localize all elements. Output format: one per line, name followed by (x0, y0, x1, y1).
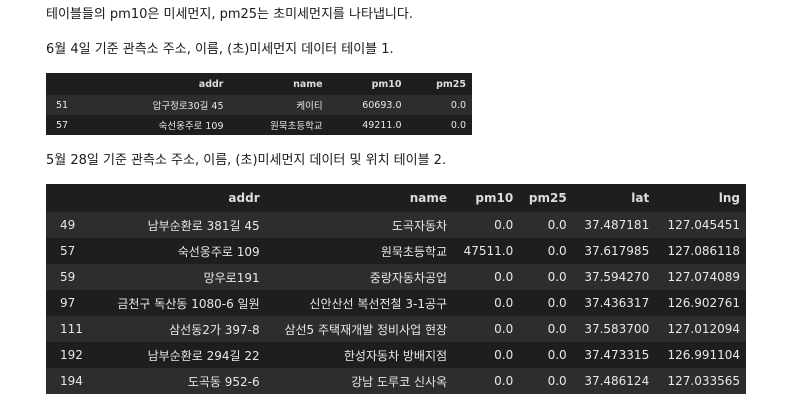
addr-cell: 금천구 독산동 1080-6 일원 (100, 290, 266, 316)
table-row: 57 숙선옹주로 109 원묵초등학교 49211.0 0.0 (46, 115, 472, 135)
table-row: 59 망우로191 중랑자동차공업 0.0 0.0 37.594270 127.… (46, 264, 746, 290)
lng-header: lng (718, 191, 740, 205)
name-header: name (409, 191, 448, 205)
pm10-header: pm10 (371, 78, 402, 90)
addr-header: addr (228, 191, 260, 205)
lat-cell: 37.617985 (572, 238, 656, 264)
pm25-header: pm25 (436, 78, 466, 90)
pm10-cell: 0.0 (453, 342, 520, 368)
index-header (46, 184, 100, 212)
name-cell: 삼선5 주택재개발 정비사업 현장 (265, 316, 454, 342)
pm10-cell: 0.0 (453, 368, 520, 394)
lng-cell: 126.991104 (655, 342, 746, 368)
addr-cell: 숙선옹주로 109 (102, 115, 230, 135)
pm25-cell: 0.0 (519, 264, 573, 290)
lng-cell: 127.012094 (655, 316, 746, 342)
lat-cell: 37.487181 (572, 212, 656, 238)
lng-cell: 127.086118 (655, 238, 746, 264)
row-index: 111 (46, 316, 100, 342)
pm25-cell: 0.0 (519, 342, 573, 368)
pm10-cell: 47511.0 (453, 238, 520, 264)
row-index: 51 (46, 95, 102, 115)
pm25-cell: 0.0 (407, 95, 472, 115)
name-header: name (293, 78, 323, 90)
table-row: 111 삼선동2가 397-8 삼선5 주택재개발 정비사업 현장 0.0 0.… (46, 316, 746, 342)
lat-cell: 37.473315 (572, 342, 656, 368)
name-cell: 원묵초등학교 (229, 115, 329, 135)
table-header-row: addr name pm10 pm25 lat lng (46, 184, 746, 212)
table-row: 194 도곡동 952-6 강남 도루코 신사옥 0.0 0.0 37.4861… (46, 368, 746, 394)
addr-cell: 남부순환로 294길 22 (100, 342, 266, 368)
pm25-cell: 0.0 (519, 238, 573, 264)
pm25-header: pm25 (528, 191, 567, 205)
lat-cell: 37.486124 (572, 368, 656, 394)
row-index: 57 (46, 238, 100, 264)
table2-caption: 5월 28일 기준 관측소 주소, 이름, (초)미세먼지 데이터 및 위치 테… (46, 153, 447, 168)
addr-cell: 숙선옹주로 109 (100, 238, 266, 264)
lat-cell: 37.583700 (572, 316, 656, 342)
table-1: addr name pm10 pm25 51 압구정로30길 45 케이티 60… (46, 73, 472, 135)
name-cell: 강남 도루코 신사옥 (265, 368, 454, 394)
name-cell: 도곡자동차 (265, 212, 454, 238)
table-row: 57 숙선옹주로 109 원묵초등학교 47511.0 0.0 37.61798… (46, 238, 746, 264)
lat-header: lat (631, 191, 650, 205)
table1-caption: 6월 4일 기준 관측소 주소, 이름, (초)미세먼지 데이터 테이블 1. (46, 42, 394, 57)
table-header-row: addr name pm10 pm25 (46, 73, 472, 95)
table-row: 51 압구정로30길 45 케이티 60693.0 0.0 (46, 95, 472, 115)
name-cell: 신안산선 복선전철 3-1공구 (265, 290, 454, 316)
intro-paragraph: 테이블들의 pm10은 미세먼지, pm25는 초미세먼지를 나타냅니다. (46, 7, 413, 22)
name-cell: 중랑자동차공업 (265, 264, 454, 290)
name-cell: 한성자동차 방배지점 (265, 342, 454, 368)
addr-cell: 도곡동 952-6 (100, 368, 266, 394)
lat-cell: 37.436317 (572, 290, 656, 316)
row-index: 192 (46, 342, 100, 368)
row-index: 97 (46, 290, 100, 316)
pm25-cell: 0.0 (519, 212, 573, 238)
addr-cell: 압구정로30길 45 (102, 95, 230, 115)
pm10-header: pm10 (475, 191, 514, 205)
table-row: 49 남부순환로 381길 45 도곡자동차 0.0 0.0 37.487181… (46, 212, 746, 238)
pm10-cell: 0.0 (453, 212, 520, 238)
pm10-cell: 0.0 (453, 316, 520, 342)
pm10-cell: 0.0 (453, 264, 520, 290)
name-cell: 원묵초등학교 (265, 238, 454, 264)
pm25-cell: 0.0 (519, 368, 573, 394)
pm25-cell: 0.0 (407, 115, 472, 135)
pm25-cell: 0.0 (519, 290, 573, 316)
pm10-cell: 0.0 (453, 290, 520, 316)
row-index: 49 (46, 212, 100, 238)
table-2: addr name pm10 pm25 lat lng 49 남부순환로 381… (46, 184, 746, 394)
addr-cell: 망우로191 (100, 264, 266, 290)
index-header (46, 73, 102, 95)
addr-cell: 삼선동2가 397-8 (100, 316, 266, 342)
pm10-cell: 49211.0 (328, 115, 408, 135)
lat-cell: 37.594270 (572, 264, 656, 290)
table-row: 97 금천구 독산동 1080-6 일원 신안산선 복선전철 3-1공구 0.0… (46, 290, 746, 316)
addr-cell: 남부순환로 381길 45 (100, 212, 266, 238)
lng-cell: 127.033565 (655, 368, 746, 394)
row-index: 59 (46, 264, 100, 290)
lng-cell: 127.074089 (655, 264, 746, 290)
table-row: 192 남부순환로 294길 22 한성자동차 방배지점 0.0 0.0 37.… (46, 342, 746, 368)
name-cell: 케이티 (229, 95, 329, 115)
lng-cell: 127.045451 (655, 212, 746, 238)
lng-cell: 126.902761 (655, 290, 746, 316)
pm25-cell: 0.0 (519, 316, 573, 342)
row-index: 57 (46, 115, 102, 135)
row-index: 194 (46, 368, 100, 394)
pm10-cell: 60693.0 (328, 95, 408, 115)
addr-header: addr (198, 78, 224, 90)
